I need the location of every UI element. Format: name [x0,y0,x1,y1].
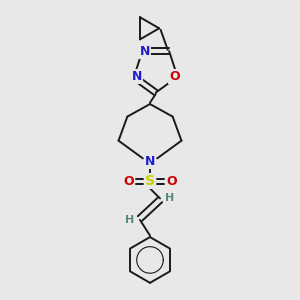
Text: S: S [145,174,155,188]
Text: O: O [169,70,180,83]
Text: O: O [123,175,134,188]
Text: N: N [132,70,142,83]
Text: N: N [140,45,150,58]
Text: N: N [145,155,155,168]
Text: H: H [165,194,175,203]
Text: H: H [125,215,135,225]
Text: O: O [166,175,177,188]
